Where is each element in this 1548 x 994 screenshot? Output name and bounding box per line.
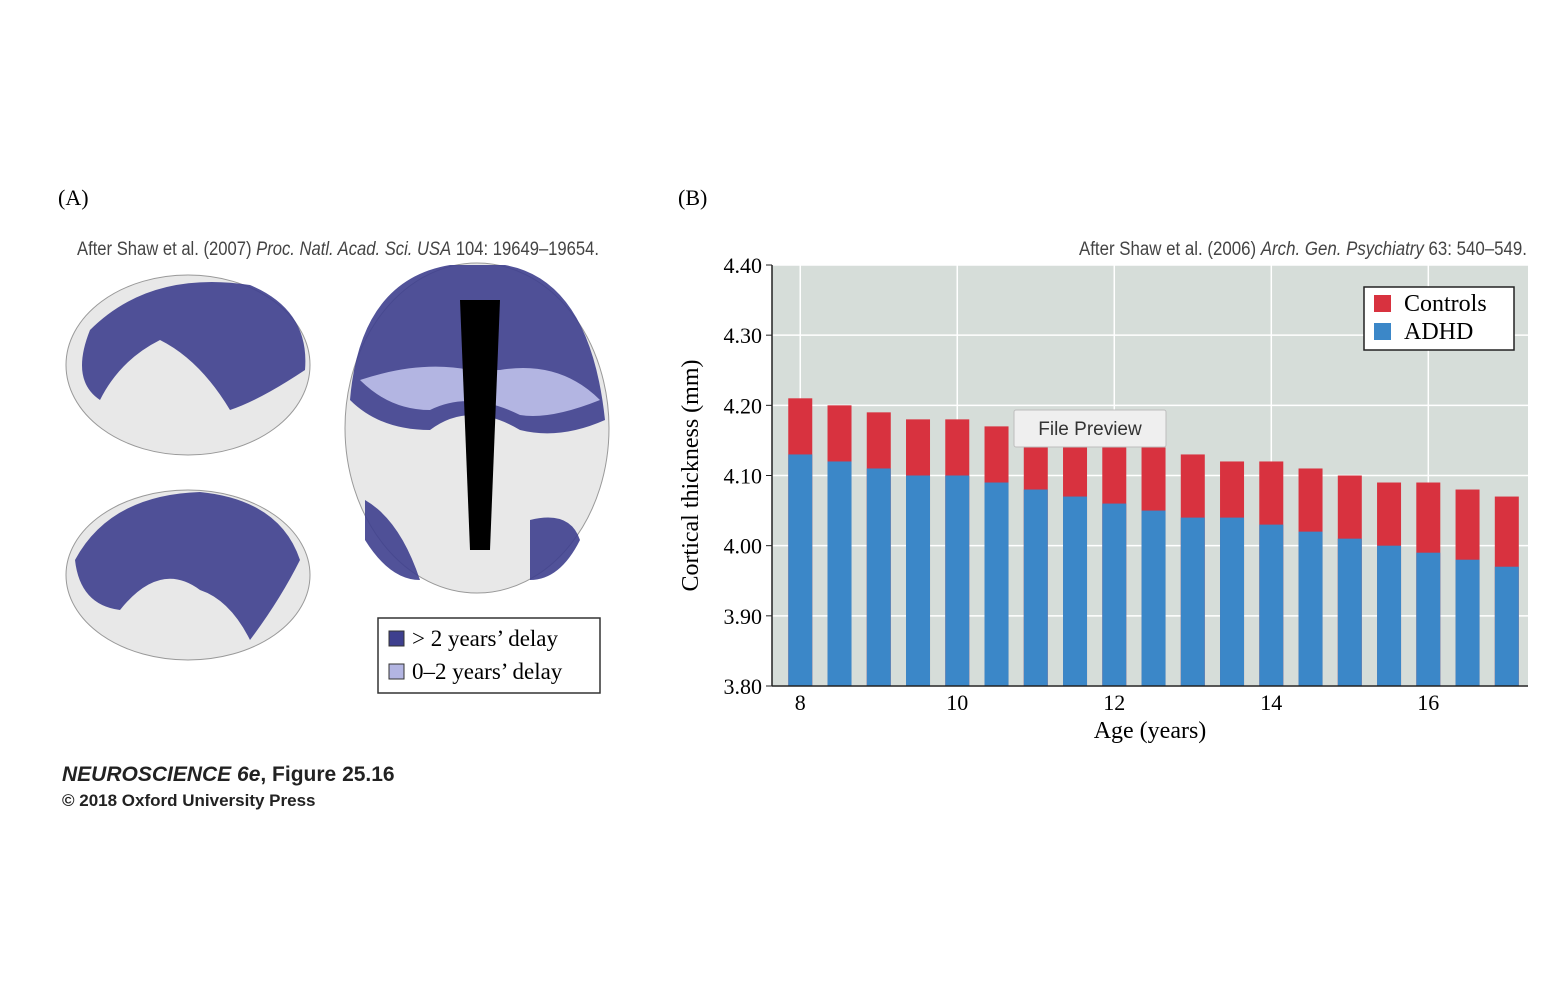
legend-swatch [388, 630, 405, 647]
bar [1220, 517, 1245, 686]
x-axis-label: Age (years) [1094, 718, 1207, 744]
bar [1494, 566, 1519, 686]
source-text: 104: 19649–19654. [451, 239, 599, 260]
y-tick-label: 3.90 [724, 604, 763, 629]
panel-source: After Shaw et al. (2007) Proc. Natl. Aca… [77, 239, 599, 260]
bar [1298, 531, 1323, 686]
panel-label: (A) [58, 185, 89, 210]
source-text: After Shaw et al. (2007) [77, 239, 256, 260]
legend-label: Controls [1404, 291, 1487, 317]
legend-label: ADHD [1404, 319, 1473, 345]
chart: 3.80 3.90 4.00 4.10 4.20 4.30 4.40 8 10 12 14 16 Age… [678, 253, 1528, 744]
bar [1023, 489, 1048, 686]
legend-swatch [388, 663, 405, 680]
y-tick-label: 4.00 [724, 534, 763, 559]
bar [1455, 559, 1480, 686]
bar [984, 482, 1009, 686]
bar [866, 468, 891, 686]
legend-box [377, 617, 601, 694]
bar [1102, 503, 1127, 686]
x-tick-label: 14 [1260, 690, 1282, 715]
figure-number: , Figure 25.16 [260, 763, 394, 786]
footer-title: NEUROSCIENCE 6e, Figure 25.16 [62, 763, 395, 786]
bar [1416, 552, 1441, 686]
y-tick-label: 3.80 [724, 674, 763, 699]
legend-swatch [1374, 295, 1391, 312]
brain-images [65, 262, 610, 661]
bar [1377, 545, 1402, 686]
x-tick-label: 10 [946, 690, 968, 715]
legend-swatch [1374, 323, 1391, 340]
bar [1141, 510, 1166, 686]
source-text: After Shaw et al. (2006) [1079, 239, 1261, 260]
tooltip-text: File Preview [1038, 419, 1142, 440]
bar [1337, 538, 1362, 686]
bar [788, 454, 813, 686]
tooltip-box [1013, 409, 1167, 448]
x-tick-label: 8 [795, 690, 806, 715]
source-text: 63: 540–549. [1424, 239, 1527, 260]
source-journal: Arch. Gen. Psychiatry [1260, 239, 1425, 260]
panel-label: (B) [678, 185, 707, 210]
bar [1063, 496, 1088, 686]
bar [1259, 524, 1284, 686]
y-tick-label: 4.20 [724, 393, 763, 418]
tooltip: File Preview [1013, 409, 1167, 448]
legend: > 2 years’ delay 0–2 years’ delay [388, 626, 563, 684]
bar [827, 461, 852, 686]
y-tick-label: 4.30 [724, 323, 763, 348]
legend-label: > 2 years’ delay [412, 626, 559, 651]
source-journal: Proc. Natl. Acad. Sci. USA [256, 239, 451, 260]
y-tick-label: 4.10 [724, 464, 763, 489]
x-tick-label: 12 [1103, 690, 1125, 715]
bar [906, 475, 931, 686]
y-tick-label: 4.40 [724, 253, 763, 278]
bar [1180, 517, 1205, 686]
copyright: © 2018 Oxford University Press [62, 791, 315, 810]
bar [945, 475, 970, 686]
legend-label: 0–2 years’ delay [412, 659, 563, 684]
panel-source: After Shaw et al. (2006) Arch. Gen. Psyc… [1079, 239, 1527, 260]
x-tick-label: 16 [1417, 690, 1439, 715]
book-title: NEUROSCIENCE 6e [62, 763, 261, 786]
y-axis-label: Cortical thickness (mm) [678, 360, 704, 592]
